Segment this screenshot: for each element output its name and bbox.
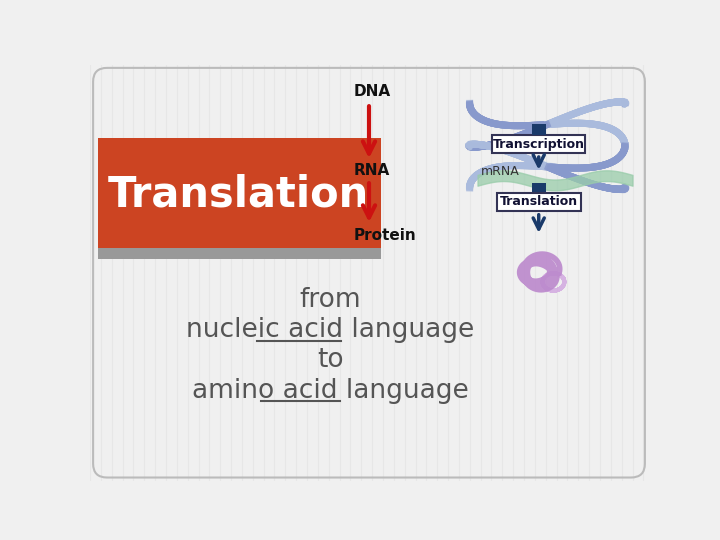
Text: nucleic acid language: nucleic acid language: [186, 318, 474, 343]
FancyBboxPatch shape: [497, 193, 580, 211]
Text: to: to: [317, 347, 343, 373]
FancyBboxPatch shape: [492, 135, 585, 153]
Text: Translation: Translation: [108, 173, 369, 215]
Text: Transcription: Transcription: [492, 138, 585, 151]
Text: Translation: Translation: [500, 195, 577, 208]
Bar: [98, 138, 381, 249]
Text: DNA: DNA: [354, 84, 391, 99]
Text: from: from: [300, 287, 361, 313]
Text: mRNA: mRNA: [482, 165, 520, 178]
Bar: [98, 248, 381, 259]
Text: amino acid language: amino acid language: [192, 377, 469, 403]
Bar: [532, 184, 546, 194]
Bar: [532, 124, 546, 135]
Text: Protein: Protein: [354, 228, 416, 243]
Text: RNA: RNA: [354, 163, 390, 178]
